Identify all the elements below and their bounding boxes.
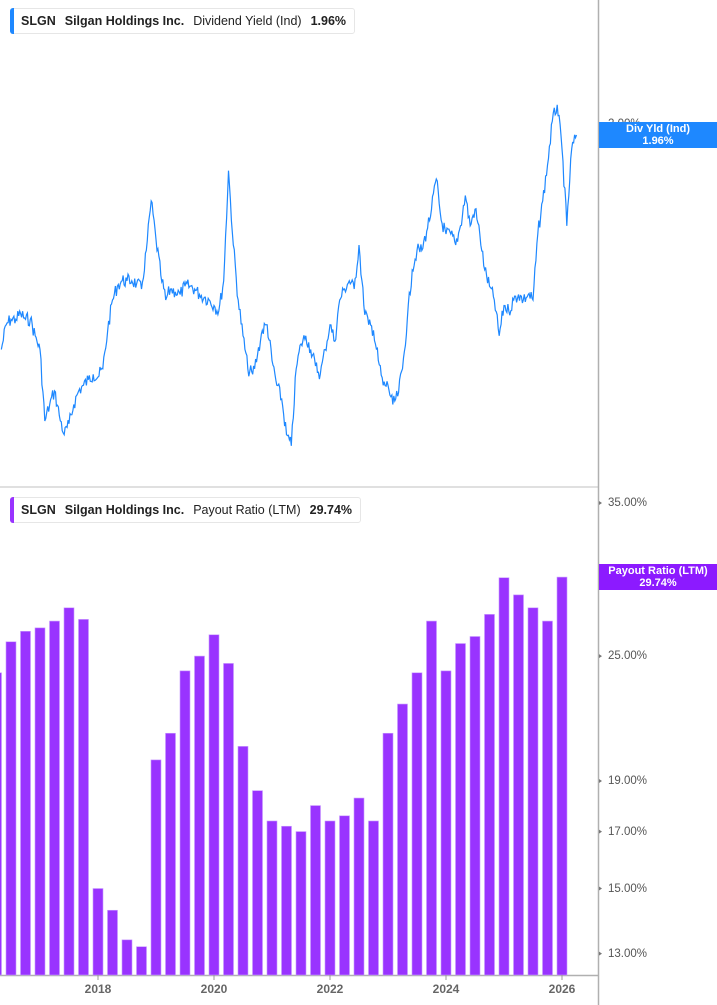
payout-bar[interactable] <box>542 620 553 976</box>
payout-bar[interactable] <box>339 815 350 976</box>
payout-bar[interactable] <box>411 672 423 976</box>
payout-bar[interactable] <box>266 820 278 976</box>
x-tick-label: 2020 <box>200 982 228 996</box>
payout-bar[interactable] <box>484 614 495 976</box>
legend-payout-ratio[interactable]: SLGN Silgan Holdings Inc. Payout Ratio (… <box>10 497 362 523</box>
tag-value: 29.74% <box>639 577 677 589</box>
payout-bar[interactable] <box>353 797 365 976</box>
legend-value: 1.96% <box>310 14 347 28</box>
payout-bar[interactable] <box>556 576 568 976</box>
payout-bar[interactable] <box>455 643 466 976</box>
payout-bar[interactable] <box>368 820 379 976</box>
payout-bar[interactable] <box>194 655 205 976</box>
payout-bar[interactable] <box>382 732 394 976</box>
payout-bar[interactable] <box>136 946 147 976</box>
legend-company: Silgan Holdings Inc. <box>64 14 185 28</box>
payout-bar[interactable] <box>5 641 17 976</box>
tag-label: Payout Ratio (LTM) <box>608 565 708 577</box>
payout-bar[interactable] <box>527 607 539 976</box>
payout-bar[interactable] <box>78 619 89 976</box>
tag-label: Div Yld (Ind) <box>626 123 690 135</box>
payout-bar[interactable] <box>92 888 104 976</box>
payout-ratio-price-tag: Payout Ratio (LTM) 29.74% <box>599 564 717 590</box>
x-tick-label: 2022 <box>316 982 344 996</box>
payout-bar[interactable] <box>121 939 133 976</box>
y-ticks <box>599 501 602 956</box>
y-tick <box>599 886 602 891</box>
y-tick <box>599 778 602 783</box>
y-tick <box>599 501 602 505</box>
payout-bar[interactable] <box>49 620 60 976</box>
x-tick-label: 2018 <box>84 982 112 996</box>
dividend-yield-line <box>0 104 578 446</box>
dividend-yield-price-tag: Div Yld (Ind) 1.96% <box>599 122 717 148</box>
payout-bar[interactable] <box>469 636 481 976</box>
tag-value: 1.96% <box>642 135 674 147</box>
payout-bar[interactable] <box>150 759 162 976</box>
legend-company: Silgan Holdings Inc. <box>64 503 185 517</box>
y-tick <box>599 951 602 956</box>
payout-bar[interactable] <box>107 909 118 976</box>
payout-bar[interactable] <box>0 672 2 976</box>
payout-bar[interactable] <box>397 703 408 976</box>
payout-bar[interactable] <box>295 831 307 976</box>
legend-ticker: SLGN <box>21 503 56 517</box>
payout-bar[interactable] <box>237 746 249 976</box>
payout-bar[interactable] <box>20 631 31 976</box>
legend-value: 29.74% <box>309 503 353 517</box>
payout-bar[interactable] <box>281 825 292 976</box>
payout-bar[interactable] <box>513 594 524 976</box>
y-tick-label: 13.00% <box>608 947 648 960</box>
payout-bar[interactable] <box>426 620 437 976</box>
payout-bar[interactable] <box>310 805 321 976</box>
legend-metric: Dividend Yield (Ind) <box>193 14 302 28</box>
payout-bars <box>0 576 568 976</box>
x-tick-label: 2024 <box>432 982 460 996</box>
y-tick-label: 25.00% <box>608 650 648 663</box>
payout-bar[interactable] <box>498 577 510 976</box>
legend-metric: Payout Ratio (LTM) <box>193 503 301 517</box>
payout-bar[interactable] <box>252 790 263 976</box>
payout-bar[interactable] <box>179 670 191 976</box>
payout-bar[interactable] <box>34 627 46 976</box>
y-tick <box>599 829 602 834</box>
payout-bar[interactable] <box>324 820 336 976</box>
payout-bar[interactable] <box>165 732 176 976</box>
x-tick-label: 2026 <box>548 982 576 996</box>
legend-dividend-yield[interactable]: SLGN Silgan Holdings Inc. Dividend Yield… <box>10 8 356 34</box>
payout-bar[interactable] <box>223 663 234 976</box>
y-tick-label: 17.00% <box>608 825 648 838</box>
payout-bar[interactable] <box>63 607 75 976</box>
payout-bar[interactable] <box>208 634 220 976</box>
y-tick <box>599 654 602 659</box>
x-ticks <box>97 975 563 980</box>
y-tick-label: 19.00% <box>608 774 648 787</box>
y-tick-label: 15.00% <box>608 882 648 895</box>
payout-bar[interactable] <box>440 670 452 976</box>
legend-ticker: SLGN <box>21 14 56 28</box>
y-tick-label: 35.00% <box>608 497 648 509</box>
